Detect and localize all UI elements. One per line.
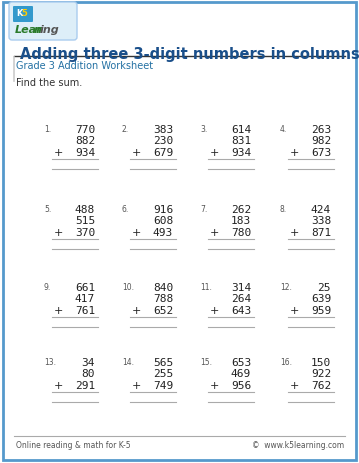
Text: 761: 761 — [75, 305, 95, 315]
Text: 982: 982 — [311, 136, 331, 146]
Text: 262: 262 — [231, 205, 251, 214]
Text: 749: 749 — [153, 380, 173, 390]
Text: 770: 770 — [75, 125, 95, 135]
Text: 515: 515 — [75, 216, 95, 226]
Text: 5.: 5. — [44, 205, 51, 213]
Text: Grade 3 Addition Worksheet: Grade 3 Addition Worksheet — [16, 61, 153, 71]
Text: 639: 639 — [311, 294, 331, 304]
Text: Adding three 3-digit numbers in columns: Adding three 3-digit numbers in columns — [20, 47, 359, 62]
Text: 4.: 4. — [280, 125, 287, 134]
Text: 882: 882 — [75, 136, 95, 146]
Text: K: K — [16, 9, 22, 18]
Text: +: + — [54, 227, 64, 238]
Text: 424: 424 — [311, 205, 331, 214]
Text: 788: 788 — [153, 294, 173, 304]
Text: +: + — [132, 305, 141, 315]
Text: 840: 840 — [153, 282, 173, 292]
Text: 150: 150 — [311, 357, 331, 367]
Text: Lear: Lear — [15, 25, 43, 35]
Text: n: n — [34, 25, 42, 35]
Text: 673: 673 — [311, 148, 331, 158]
Text: 1.: 1. — [44, 125, 51, 134]
Text: +: + — [132, 380, 141, 390]
Text: 263: 263 — [311, 125, 331, 135]
Text: 183: 183 — [231, 216, 251, 226]
Text: 493: 493 — [153, 227, 173, 238]
Text: 370: 370 — [75, 227, 95, 238]
Text: +: + — [290, 305, 299, 315]
Text: 15.: 15. — [200, 357, 212, 366]
Text: 652: 652 — [153, 305, 173, 315]
Text: 3.: 3. — [200, 125, 207, 134]
Text: 7.: 7. — [200, 205, 207, 213]
Text: 959: 959 — [311, 305, 331, 315]
Text: +: + — [210, 305, 219, 315]
Text: +: + — [132, 148, 141, 158]
Text: 6.: 6. — [122, 205, 129, 213]
Text: 12.: 12. — [280, 282, 292, 291]
Text: 338: 338 — [311, 216, 331, 226]
Text: 653: 653 — [231, 357, 251, 367]
Text: 25: 25 — [317, 282, 331, 292]
Text: 565: 565 — [153, 357, 173, 367]
Text: 417: 417 — [75, 294, 95, 304]
Text: 264: 264 — [231, 294, 251, 304]
Text: +: + — [290, 380, 299, 390]
Text: 608: 608 — [153, 216, 173, 226]
Text: 10.: 10. — [122, 282, 134, 291]
Text: 643: 643 — [231, 305, 251, 315]
Text: 5: 5 — [21, 9, 27, 18]
Text: +: + — [210, 148, 219, 158]
Text: 8.: 8. — [280, 205, 287, 213]
Text: 934: 934 — [231, 148, 251, 158]
Text: 230: 230 — [153, 136, 173, 146]
Text: +: + — [290, 148, 299, 158]
Text: 14.: 14. — [122, 357, 134, 366]
Text: 614: 614 — [231, 125, 251, 135]
Text: 488: 488 — [75, 205, 95, 214]
Text: 2.: 2. — [122, 125, 129, 134]
Text: 34: 34 — [81, 357, 95, 367]
Text: 916: 916 — [153, 205, 173, 214]
FancyBboxPatch shape — [13, 7, 33, 23]
Text: 9.: 9. — [44, 282, 51, 291]
Text: 762: 762 — [311, 380, 331, 390]
FancyBboxPatch shape — [9, 3, 77, 41]
Text: 469: 469 — [231, 369, 251, 379]
Text: +: + — [132, 227, 141, 238]
Text: +: + — [290, 227, 299, 238]
Text: 291: 291 — [75, 380, 95, 390]
Text: 679: 679 — [153, 148, 173, 158]
Text: 255: 255 — [153, 369, 173, 379]
Text: 80: 80 — [81, 369, 95, 379]
Text: ©  www.k5learning.com: © www.k5learning.com — [252, 440, 344, 449]
Text: 831: 831 — [231, 136, 251, 146]
Text: +: + — [54, 380, 64, 390]
Text: +: + — [210, 227, 219, 238]
Text: 11.: 11. — [200, 282, 212, 291]
Text: 314: 314 — [231, 282, 251, 292]
Text: 16.: 16. — [280, 357, 292, 366]
Text: 871: 871 — [311, 227, 331, 238]
Text: ing: ing — [40, 25, 60, 35]
Text: 922: 922 — [311, 369, 331, 379]
Text: 13.: 13. — [44, 357, 56, 366]
Text: 956: 956 — [231, 380, 251, 390]
Text: 780: 780 — [231, 227, 251, 238]
Text: Find the sum.: Find the sum. — [16, 78, 82, 88]
Text: 383: 383 — [153, 125, 173, 135]
Text: +: + — [54, 305, 64, 315]
Text: +: + — [210, 380, 219, 390]
Text: +: + — [54, 148, 64, 158]
FancyBboxPatch shape — [3, 3, 356, 460]
Text: 661: 661 — [75, 282, 95, 292]
Text: Online reading & math for K-5: Online reading & math for K-5 — [16, 440, 131, 449]
Text: 934: 934 — [75, 148, 95, 158]
